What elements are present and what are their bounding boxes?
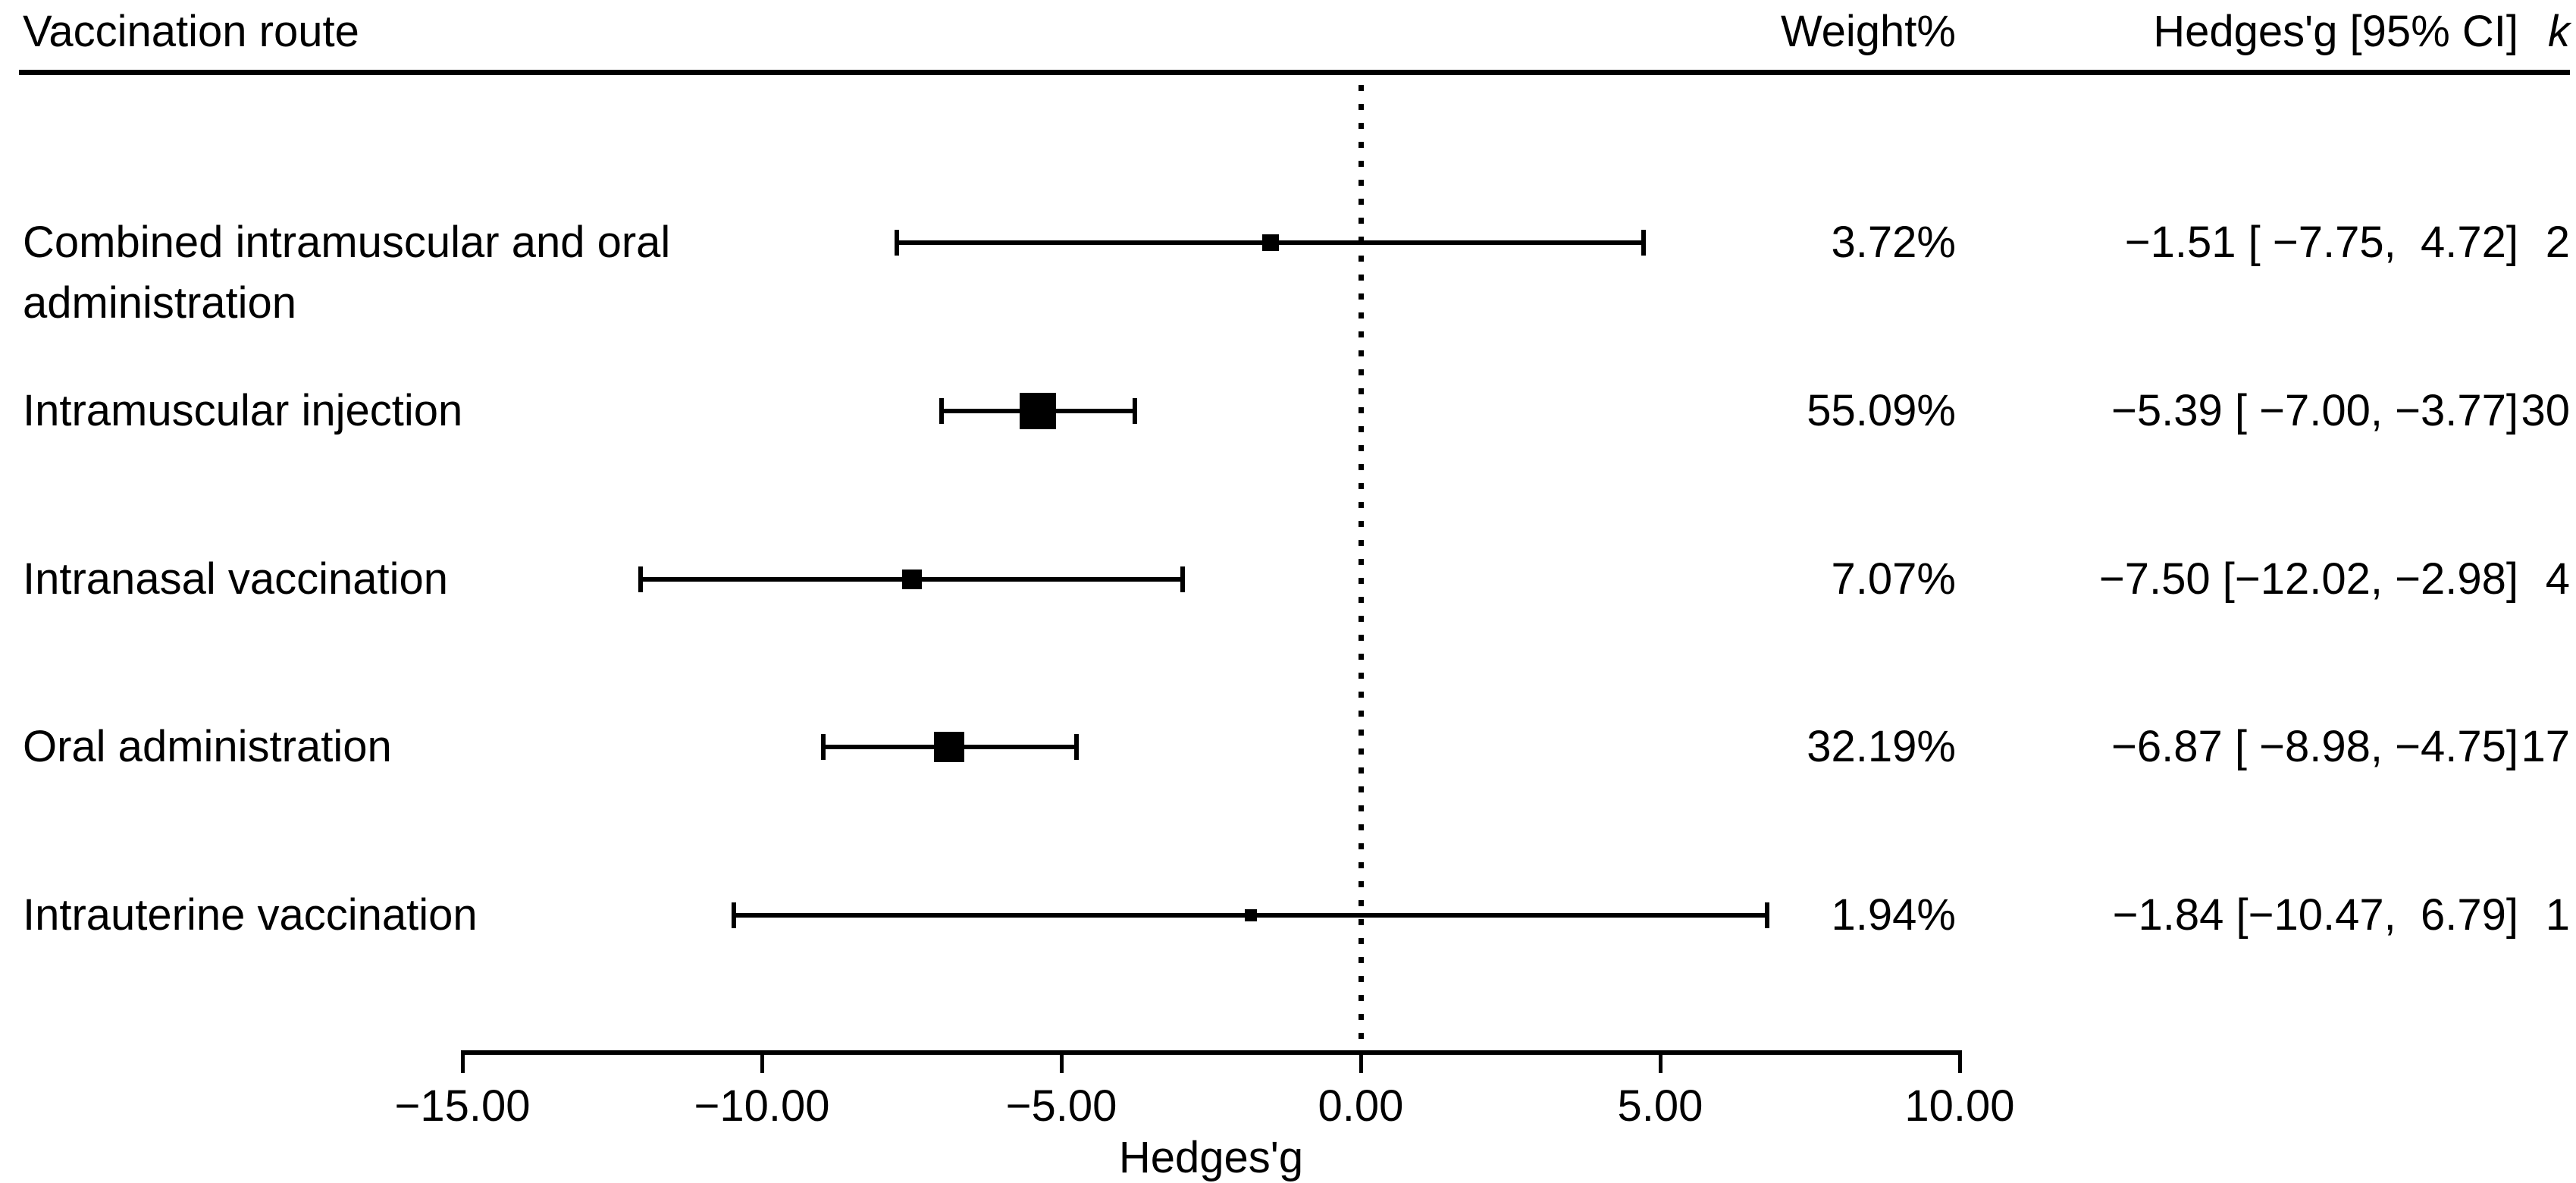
ci-cap-low — [820, 734, 826, 761]
weight-value: 55.09% — [1807, 385, 1956, 435]
x-axis-tick — [1957, 1050, 1962, 1073]
weight-value: 7.07% — [1831, 554, 1956, 604]
x-axis-tick-label: −10.00 — [694, 1081, 830, 1131]
row-label: Intrauterine vaccination — [23, 890, 478, 940]
weight-value: 32.19% — [1807, 722, 1956, 772]
x-axis-tick-label: 0.00 — [1318, 1081, 1404, 1131]
row-label: Intramuscular injection — [23, 385, 463, 435]
ci-value: −5.39 [ −7.00, −3.77] — [2111, 385, 2518, 435]
k-value: 17 — [2521, 722, 2570, 772]
estimate-marker — [1261, 234, 1279, 251]
ci-cap-low — [731, 902, 736, 928]
column-header-vaccination-route: Vaccination route — [23, 7, 359, 56]
ci-cap-high — [1180, 566, 1185, 592]
x-axis-tick — [1359, 1050, 1363, 1073]
zero-reference-line — [1359, 85, 1364, 1050]
header-rule — [19, 70, 2570, 75]
estimate-marker — [1244, 909, 1257, 921]
ci-value: −6.87 [ −8.98, −4.75] — [2111, 722, 2518, 772]
estimate-marker — [1020, 392, 1057, 429]
ci-cap-high — [1641, 230, 1646, 256]
row-label: Oral administration — [23, 722, 392, 772]
x-axis-line — [462, 1050, 1960, 1055]
ci-cap-low — [894, 230, 899, 256]
estimate-marker — [934, 732, 965, 763]
x-axis-tick-label: −15.00 — [394, 1081, 531, 1131]
x-axis-tick-label: 5.00 — [1617, 1081, 1703, 1131]
column-header-k: k — [2548, 7, 2570, 56]
x-axis-tick — [460, 1050, 465, 1073]
weight-value: 1.94% — [1831, 890, 1956, 940]
k-value: 2 — [2545, 218, 2570, 267]
ci-cap-low — [939, 397, 944, 424]
ci-cap-high — [1765, 902, 1770, 928]
x-axis-tick-label: −5.00 — [1005, 1081, 1117, 1131]
ci-cap-high — [1133, 397, 1138, 424]
k-value: 4 — [2545, 554, 2570, 604]
ci-value: −7.50 [−12.02, −2.98] — [2098, 554, 2518, 604]
column-header-hedges-ci: Hedges'g [95% CI] — [2153, 7, 2518, 56]
x-axis-tick — [1658, 1050, 1662, 1073]
k-value: 1 — [2545, 890, 2570, 940]
weight-value: 3.72% — [1831, 218, 1956, 267]
x-axis-tick-label: 10.00 — [1904, 1081, 2015, 1131]
ci-cap-low — [638, 566, 644, 592]
ci-value: −1.51 [ −7.75, 4.72] — [2124, 218, 2518, 267]
ci-value: −1.84 [−10.47, 6.79] — [2112, 890, 2518, 940]
x-axis-tick — [760, 1050, 764, 1073]
row-label: Combined intramuscular and oral administ… — [23, 218, 671, 328]
estimate-marker — [901, 569, 922, 589]
row-label: Intranasal vaccination — [23, 554, 448, 604]
ci-cap-high — [1073, 734, 1079, 761]
column-header-weight: Weight% — [1780, 7, 1956, 56]
x-axis-title: Hedges'g — [1118, 1133, 1304, 1182]
x-axis-tick — [1059, 1050, 1064, 1073]
k-value: 30 — [2521, 385, 2570, 435]
